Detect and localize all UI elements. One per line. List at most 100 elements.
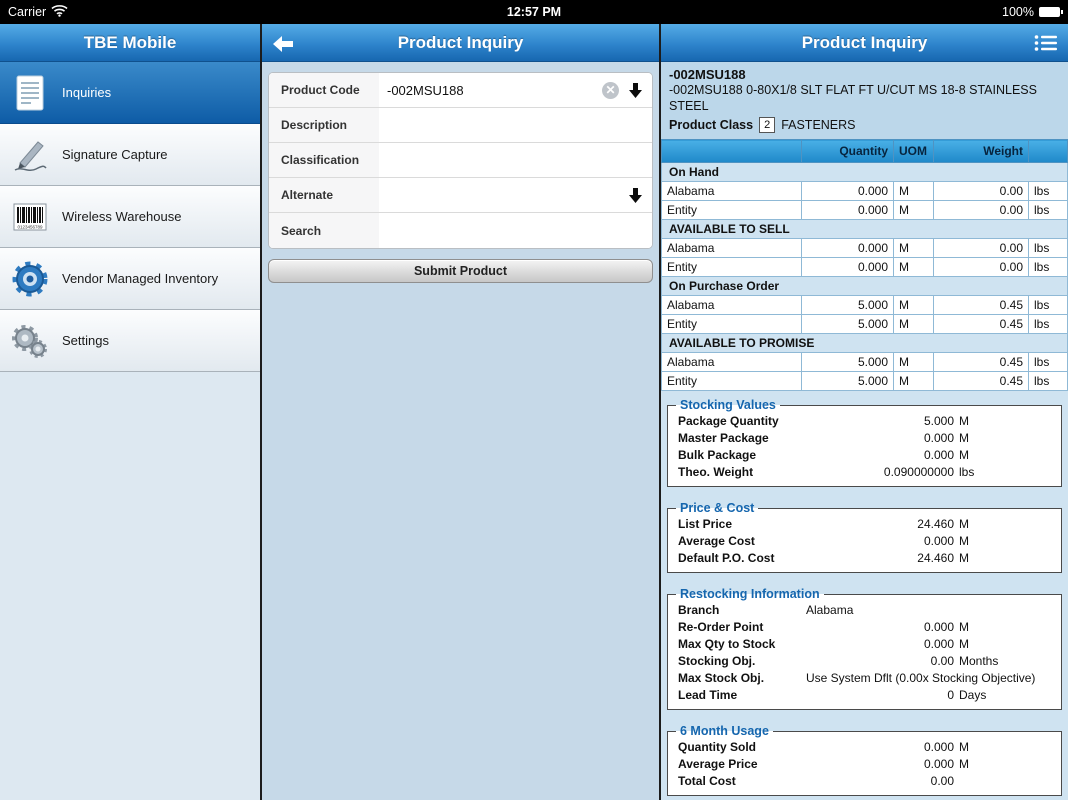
product-class-label: Product Class <box>669 118 754 132</box>
section-header-available-to-promise: AVAILABLE TO PROMISE <box>661 333 1068 353</box>
group-row-unit: M <box>959 534 969 548</box>
group-row: Bulk Package 0.000 M <box>668 447 1061 464</box>
unit-cell: lbs <box>1028 314 1068 334</box>
group-row-unit: Days <box>959 688 987 702</box>
table-row: Alabama 5.000 M 0.45 lbs <box>661 295 1068 315</box>
unit-header-cell <box>1028 139 1068 163</box>
table-row: Entity 5.000 M 0.45 lbs <box>661 314 1068 334</box>
sidebar-item-label: Wireless Warehouse <box>62 209 182 224</box>
uom-cell: M <box>893 314 934 334</box>
weight-cell: 0.00 <box>933 257 1029 277</box>
group-row-label: Quantity Sold <box>678 740 756 754</box>
group-row-unit: M <box>959 620 969 634</box>
product-description: -002MSU188 0-80X1/8 SLT FLAT FT U/CUT MS… <box>669 83 1037 113</box>
uom-cell: M <box>893 181 934 201</box>
group-row: Package Quantity 5.000 M <box>668 413 1061 430</box>
quantity-cell: 5.000 <box>801 352 894 372</box>
product-code-input[interactable] <box>379 73 602 107</box>
group-row: Re-Order Point 0.000 M <box>668 619 1061 636</box>
svg-text:0123456789: 0123456789 <box>17 224 43 229</box>
group-row-value: 24.460 <box>917 517 954 531</box>
weight-cell: 0.45 <box>933 371 1029 391</box>
product-code-value: -002MSU188 <box>669 67 746 82</box>
gears-icon <box>8 319 52 363</box>
section-header-on-purchase-order: On Purchase Order <box>661 276 1068 296</box>
sidebar: TBE Mobile Inquiries <box>0 24 262 800</box>
group-row-unit: M <box>959 757 969 771</box>
quantity-cell: 5.000 <box>801 314 894 334</box>
weight-cell: 0.00 <box>933 181 1029 201</box>
sidebar-title: TBE Mobile <box>0 24 260 62</box>
sidebar-item-wireless-warehouse[interactable]: 0123456789 Wireless Warehouse <box>0 186 260 248</box>
sidebar-item-inquiries[interactable]: Inquiries <box>0 62 260 124</box>
weight-header-cell: Weight <box>933 139 1029 163</box>
group-row-value: 0.000 <box>923 637 954 651</box>
search-input[interactable] <box>379 213 652 248</box>
battery-icon <box>1039 7 1063 17</box>
form-row-alternate: Alternate <box>269 178 652 213</box>
group-row: Theo. Weight 0.090000000 lbs <box>668 464 1061 481</box>
group-row: Total Cost 0.00 <box>668 773 1061 790</box>
product-inquiry-form: Product Code ✕ Description Classificatio… <box>268 72 653 249</box>
table-section-row: AVAILABLE TO SELL <box>661 219 1068 239</box>
branch-header-cell <box>661 139 802 163</box>
table-section-row: AVAILABLE TO PROMISE <box>661 333 1068 353</box>
classification-input[interactable] <box>379 143 652 177</box>
group-row-label: Average Cost <box>678 534 755 548</box>
form-row-search: Search <box>269 213 652 248</box>
weight-cell: 0.45 <box>933 352 1029 372</box>
group-row-unit: M <box>959 740 969 754</box>
submit-product-button[interactable]: Submit Product <box>268 259 653 283</box>
alternate-input[interactable] <box>379 178 628 212</box>
clear-icon[interactable]: ✕ <box>602 81 619 99</box>
group-row-value: 0.000 <box>923 740 954 754</box>
stocking-values-group: Stocking Values Package Quantity 5.000 M… <box>667 398 1062 487</box>
group-row-label: Theo. Weight <box>678 465 754 479</box>
alternate-dropdown-arrow-icon[interactable] <box>628 187 643 204</box>
group-legend: Restocking Information <box>680 587 820 601</box>
list-menu-icon[interactable] <box>1034 34 1058 57</box>
sidebar-item-vendor-managed-inventory[interactable]: Vendor Managed Inventory <box>0 248 260 310</box>
wifi-icon <box>51 4 68 20</box>
group-row: Default P.O. Cost 24.460 M <box>668 550 1061 567</box>
quantity-cell: 5.000 <box>801 371 894 391</box>
quantity-cell: 0.000 <box>801 181 894 201</box>
branch-cell: Entity <box>661 314 802 334</box>
product-code-dropdown-arrow-icon[interactable] <box>628 82 643 99</box>
unit-cell: lbs <box>1028 352 1068 372</box>
group-row-unit: M <box>959 431 969 445</box>
group-row-label: Master Package <box>678 431 769 445</box>
classification-label: Classification <box>269 143 379 177</box>
group-row-label: Total Cost <box>678 774 736 788</box>
back-button[interactable] <box>272 34 298 54</box>
unit-cell: lbs <box>1028 371 1068 391</box>
description-input[interactable] <box>379 108 652 142</box>
status-bar: Carrier 12:57 PM 100% <box>0 0 1068 24</box>
group-row-label: Package Quantity <box>678 414 779 428</box>
clock-label: 12:57 PM <box>506 5 562 19</box>
section-header-on-hand: On Hand <box>661 162 1068 182</box>
group-row-unit: M <box>959 637 969 651</box>
group-row-label: Bulk Package <box>678 448 757 462</box>
restocking-information-group: Restocking Information Branch Alabama Re… <box>667 587 1062 710</box>
signature-icon <box>8 133 52 177</box>
unit-cell: lbs <box>1028 238 1068 258</box>
sidebar-item-label: Inquiries <box>62 85 112 100</box>
group-row-value: 0.000 <box>923 431 954 445</box>
product-class-code: 2 <box>759 117 776 133</box>
uom-cell: M <box>893 257 934 277</box>
group-row-value: 0 <box>947 688 954 702</box>
group-legend: Stocking Values <box>680 398 776 412</box>
availability-table: Quantity UOM Weight On Hand Alabama 0.00… <box>661 139 1068 391</box>
sidebar-item-settings[interactable]: Settings <box>0 310 260 372</box>
unit-cell: lbs <box>1028 181 1068 201</box>
sidebar-item-signature-capture[interactable]: Signature Capture <box>0 124 260 186</box>
barcode-icon: 0123456789 <box>8 195 52 239</box>
group-row-unit: M <box>959 448 969 462</box>
group-row: Max Stock Obj. Use System Dflt (0.00x St… <box>668 670 1061 687</box>
alternate-label: Alternate <box>269 178 379 212</box>
group-row-value: 5.000 <box>923 414 954 428</box>
group-row: Branch Alabama <box>668 602 1061 619</box>
branch-cell: Entity <box>661 371 802 391</box>
sidebar-item-label: Vendor Managed Inventory <box>62 271 219 286</box>
